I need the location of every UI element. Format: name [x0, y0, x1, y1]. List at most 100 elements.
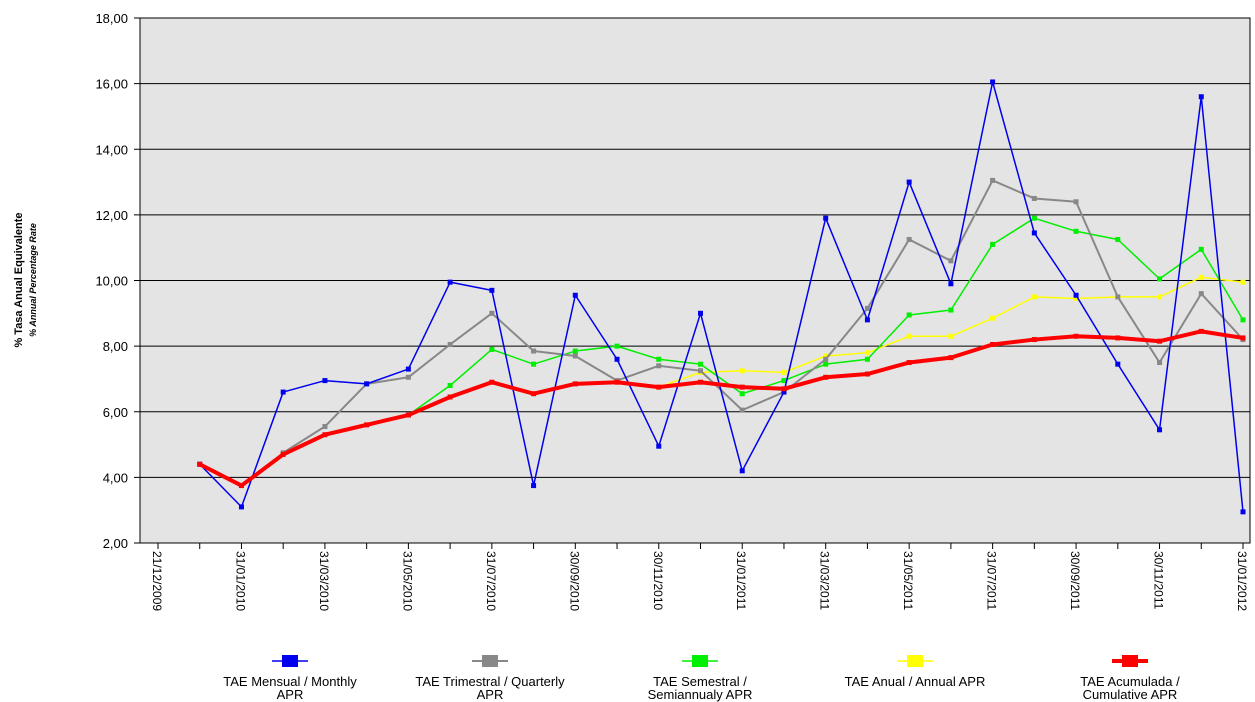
x-tick-label: 31/01/2010: [233, 551, 247, 611]
data-point: [531, 348, 537, 354]
data-point: [572, 353, 578, 359]
data-point: [781, 369, 787, 375]
x-tick-label: 30/11/2011: [1152, 551, 1166, 610]
data-point: [614, 356, 620, 362]
data-point: [823, 353, 829, 359]
x-tick-label: 21/12/2009: [150, 551, 164, 611]
data-point: [1157, 276, 1163, 282]
data-point: [1073, 228, 1079, 234]
series-line: [198, 329, 1244, 488]
data-point: [906, 360, 912, 366]
y-tick-label: 12,00: [95, 208, 128, 223]
data-point: [990, 79, 996, 85]
data-point: [906, 179, 912, 185]
data-point: [948, 355, 954, 361]
y-axis-label: % Tasa Anual Equivalente: [13, 212, 25, 347]
data-point: [1115, 294, 1121, 300]
x-tick-label: 31/01/2012: [1235, 551, 1249, 611]
data-point: [1198, 291, 1204, 297]
data-point: [405, 366, 411, 372]
data-point: [739, 407, 745, 413]
legend-label: TAE Semestral / Semiannualy APR: [647, 674, 753, 702]
data-point: [531, 483, 537, 489]
data-point: [781, 378, 787, 384]
data-point: [698, 361, 703, 367]
data-point: [531, 361, 537, 367]
data-point: [447, 394, 453, 400]
data-point: [906, 312, 912, 318]
data-point: [864, 356, 870, 362]
data-point: [656, 443, 662, 449]
data-point: [531, 391, 537, 397]
data-point: [864, 371, 870, 377]
data-point: [906, 333, 912, 339]
data-point: [614, 343, 620, 349]
data-point: [864, 317, 870, 323]
data-point: [948, 258, 954, 264]
y-tick-label: 14,00: [95, 142, 128, 157]
data-point: [1157, 294, 1163, 300]
data-point: [572, 348, 578, 354]
y-axis-sublabel: % Annual Percentage Rate: [28, 223, 38, 337]
data-point: [322, 378, 328, 384]
y-tick-label: 2,00: [103, 536, 128, 551]
data-point: [823, 361, 829, 367]
data-point: [698, 310, 703, 316]
data-point: [1115, 361, 1121, 367]
data-point: [572, 292, 578, 298]
data-point: [405, 374, 411, 380]
data-point: [1198, 328, 1204, 334]
legend-label: TAE Anual / Annual APR: [844, 674, 986, 689]
data-point: [1198, 274, 1204, 280]
data-point: [739, 468, 745, 474]
data-point: [1240, 509, 1246, 515]
data-point: [1031, 230, 1037, 236]
data-point: [864, 305, 870, 311]
y-tick-label: 18,00: [95, 11, 128, 26]
data-point: [1157, 427, 1163, 433]
data-point: [656, 363, 662, 369]
x-tick-label: 31/05/2011: [901, 551, 915, 610]
x-tick-label: 31/03/2010: [317, 551, 331, 611]
data-point: [364, 381, 370, 387]
data-point: [614, 379, 620, 385]
legend-marker: [907, 655, 923, 667]
data-point: [990, 177, 996, 183]
legend-label: TAE Trimestral / Quarterly APR: [415, 674, 565, 702]
legend-marker: [692, 655, 708, 667]
data-point: [739, 368, 745, 374]
data-point: [990, 315, 996, 321]
data-point: [280, 451, 286, 457]
data-point: [489, 346, 495, 352]
y-tick-label: 10,00: [95, 274, 128, 289]
data-point: [1240, 279, 1246, 285]
data-point: [781, 389, 787, 395]
y-tick-label: 16,00: [95, 77, 128, 92]
data-point: [197, 461, 203, 467]
data-point: [864, 350, 870, 356]
data-point: [990, 241, 996, 247]
x-tick-label: 31/01/2011: [734, 551, 748, 610]
data-point: [489, 287, 495, 293]
data-point: [698, 379, 703, 385]
legend-marker: [482, 655, 498, 667]
legend-marker: [1122, 655, 1138, 667]
data-point: [1198, 246, 1204, 252]
data-point: [739, 391, 745, 397]
data-point: [1157, 360, 1163, 366]
data-point: [447, 279, 453, 285]
legend-label: TAE Mensual / Monthly APR: [223, 674, 357, 702]
data-point: [823, 215, 829, 221]
data-point: [1031, 215, 1037, 221]
data-point: [656, 356, 662, 362]
data-point: [948, 281, 954, 287]
x-tick-label: 30/11/2010: [651, 551, 665, 610]
data-point: [906, 236, 912, 242]
data-point: [823, 356, 829, 362]
data-point: [322, 424, 328, 430]
data-point: [489, 379, 495, 385]
data-point: [447, 383, 453, 388]
data-point: [1240, 335, 1246, 341]
